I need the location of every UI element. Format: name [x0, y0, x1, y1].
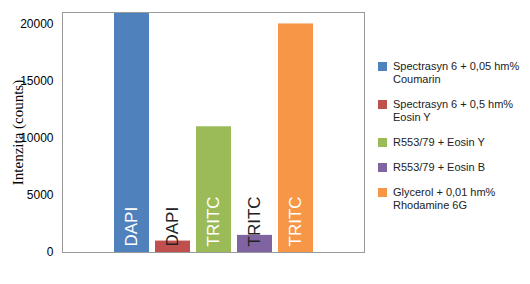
html-text:Glycerol + 0,01 hm% Rhodamine: Glycerol + 0,01 hm% Rhodamine 6G — [393, 186, 496, 211]
html-text:R553/79 + Eosin B: R553/79 + Eosin B — [393, 161, 485, 173]
svg-text:20000: 20000 — [20, 17, 54, 31]
svg-text:TRITC: TRITC — [204, 196, 223, 246]
svg-text:Intenzita (counts): Intenzita (counts) — [10, 80, 27, 185]
html-text:R553/79 + Eosin Y: R553/79 + Eosin Y — [393, 136, 485, 148]
html-text:Spectrasyn 6 + 0,05 hm% Coumar: Spectrasyn 6 + 0,05 hm% Coumarin — [393, 60, 520, 85]
html-text:Spectrasyn 6 + 0,5 hm% Eosin Y: Spectrasyn 6 + 0,5 hm% Eosin Y — [393, 98, 514, 123]
svg-text:5000: 5000 — [27, 188, 54, 202]
svg-text:15000: 15000 — [20, 73, 54, 88]
svg-text:DAPI: DAPI — [122, 207, 141, 247]
svg-text:DAPI: DAPI — [163, 207, 182, 247]
svg-text:0: 0 — [47, 245, 54, 259]
svg-text:TRITC: TRITC — [245, 196, 264, 246]
svg-text:10000: 10000 — [20, 131, 54, 146]
svg-text:TRITC: TRITC — [286, 196, 305, 246]
